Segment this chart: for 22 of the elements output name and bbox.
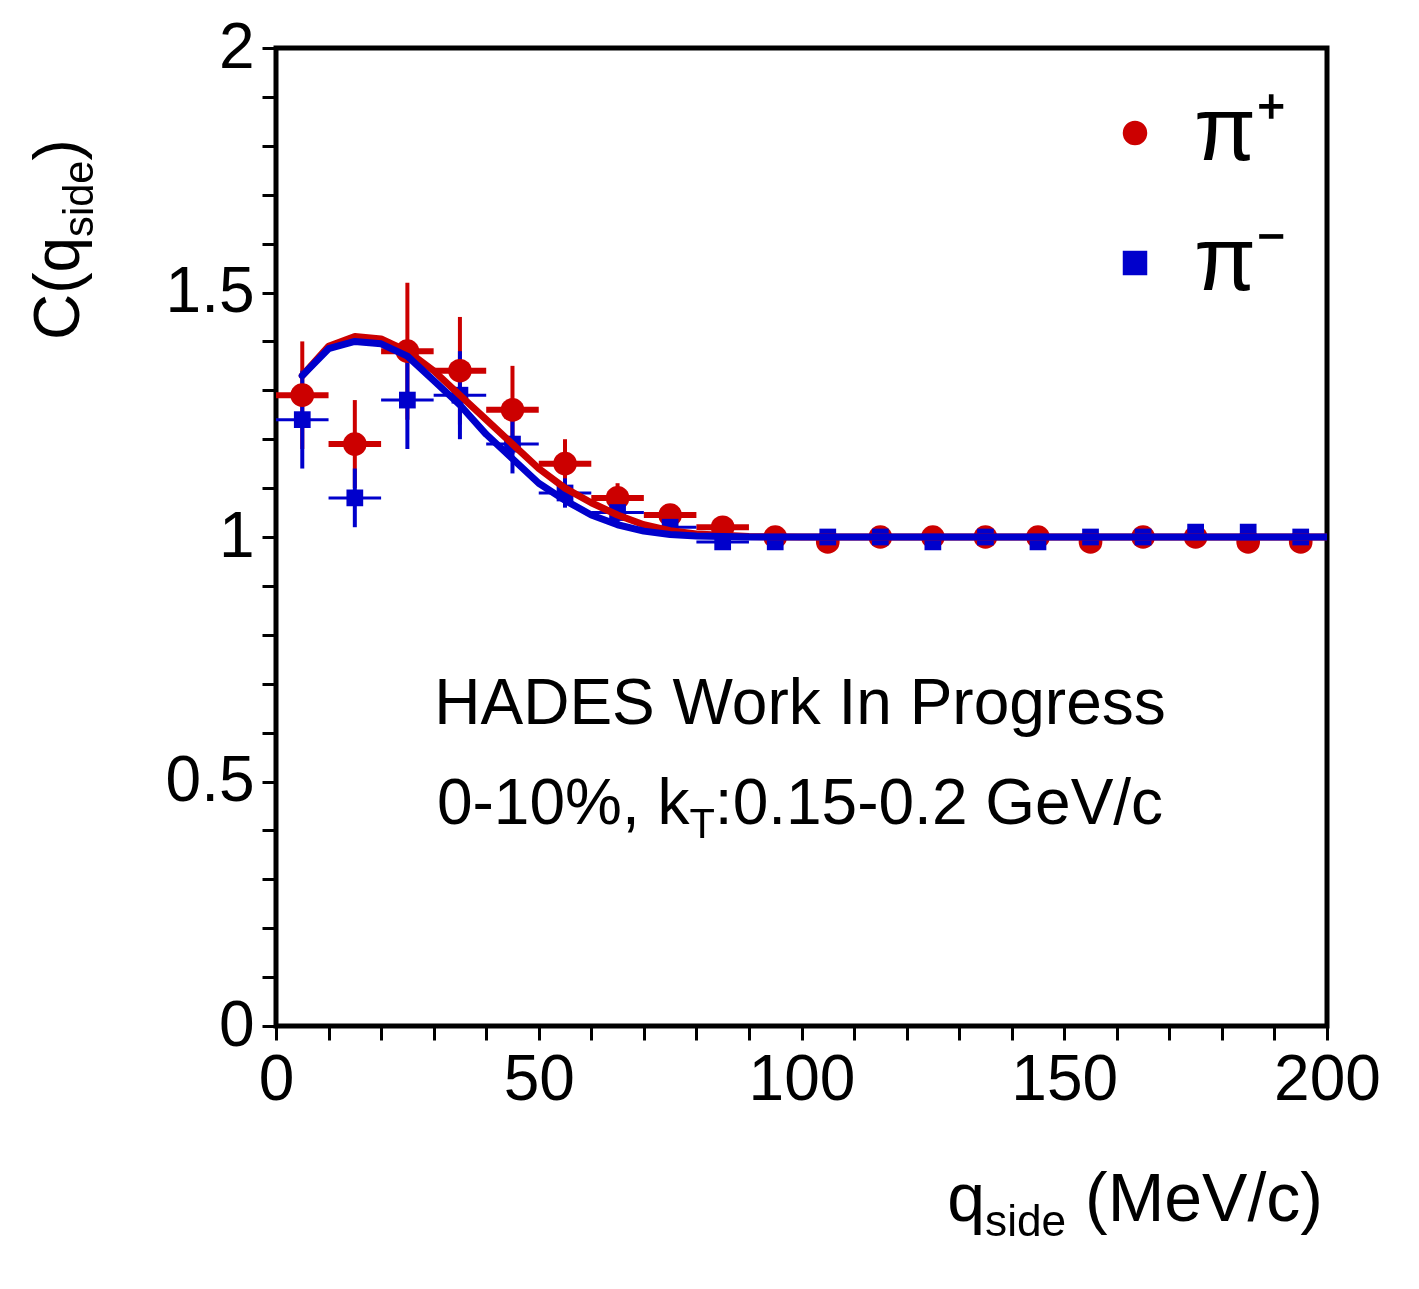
x-axis-title: q$_{side}$ (MeV/c) [947,1158,1323,1246]
legend-label: π⁺ [1194,79,1287,179]
x-tick-label: 50 [503,1041,575,1114]
x-tick-label: 100 [748,1041,856,1114]
y-tick-label: 2 [218,9,255,82]
point [553,451,577,476]
point [293,411,311,429]
y-tick-label: 1.5 [165,254,255,326]
point [448,358,472,383]
annotation: 0-10%, k$_{T}$:0.15-0.2 GeV/c [436,765,1164,848]
legend-label: π⁻ [1194,209,1287,309]
point [290,383,315,407]
point [342,432,367,456]
point [346,489,364,507]
point [500,398,525,422]
annotation: HADES Work In Progress [434,665,1166,739]
x-tick-label: 200 [1274,1041,1381,1114]
y-tick-label: 0 [218,987,255,1060]
y-tick-label: 0.5 [165,743,255,815]
point [399,391,416,409]
y-tick-label: 1 [218,498,255,571]
x-tick-label: 150 [1011,1041,1119,1114]
